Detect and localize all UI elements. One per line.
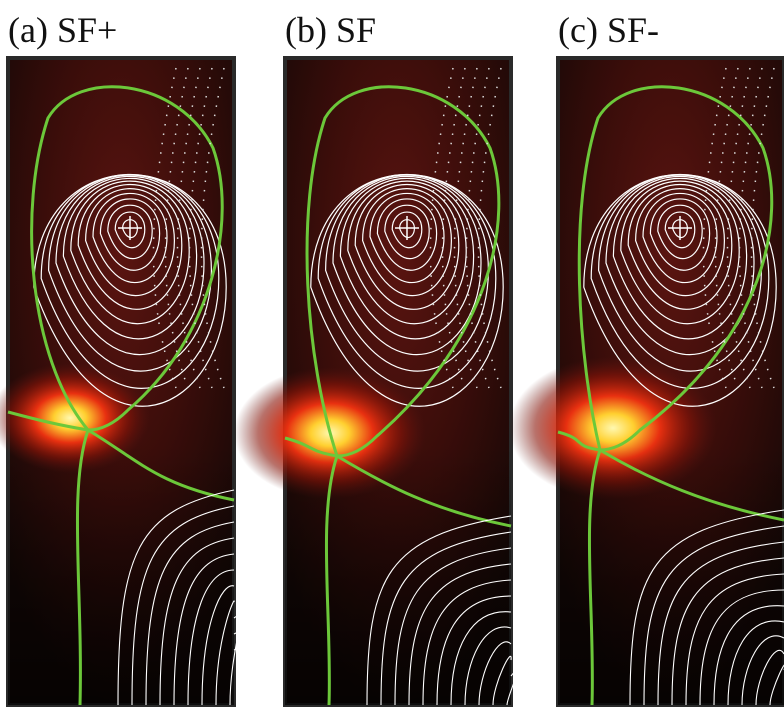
panel	[509, 58, 784, 705]
panel-label: (a) SF+	[8, 10, 117, 50]
lower-shade	[8, 58, 234, 705]
panel	[234, 58, 517, 705]
figure: (a) SF+ (b) SF (c) SF-	[0, 0, 784, 713]
open-field-line	[234, 645, 263, 705]
panel-label: (c) SF-	[558, 10, 659, 50]
panel	[0, 58, 263, 705]
panel-label: (b) SF	[285, 10, 376, 50]
